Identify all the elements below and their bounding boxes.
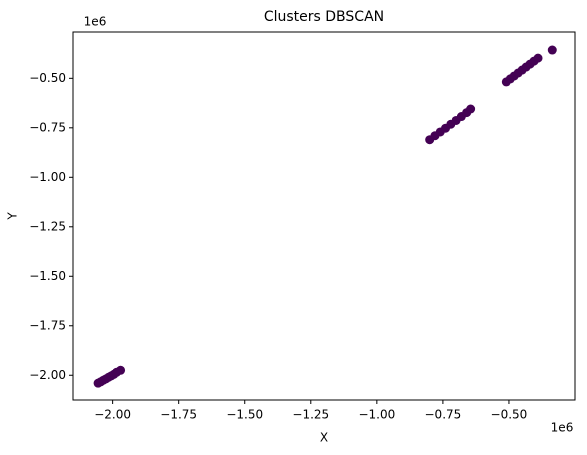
chart-title: Clusters DBSCAN xyxy=(264,9,384,25)
y-tick-label: −1.00 xyxy=(29,170,66,184)
y-tick-label: −2.00 xyxy=(29,368,66,382)
y-tick-label: −1.75 xyxy=(29,318,66,332)
point xyxy=(466,104,476,114)
point xyxy=(116,365,126,375)
point xyxy=(547,45,557,55)
x-offset-label: 1e6 xyxy=(551,421,574,435)
y-axis-label: Y xyxy=(6,212,20,221)
y-tick-label: −1.50 xyxy=(29,269,66,283)
x-tick-label: −0.75 xyxy=(425,408,462,422)
y-tick-label: −1.25 xyxy=(29,219,66,233)
x-tick-label: −1.25 xyxy=(292,408,329,422)
x-tick-label: −1.00 xyxy=(358,408,395,422)
y-tick-label: −0.50 xyxy=(29,71,66,85)
point xyxy=(533,53,543,63)
x-tick-label: −2.00 xyxy=(94,408,131,422)
x-tick-label: −1.75 xyxy=(160,408,197,422)
x-tick-label: −1.50 xyxy=(226,408,263,422)
x-axis-label: X xyxy=(320,431,328,445)
x-tick-label: −0.50 xyxy=(491,408,528,422)
axes-frame xyxy=(72,31,576,401)
y-tick-label: −0.75 xyxy=(29,120,66,134)
y-offset-label: 1e6 xyxy=(84,15,107,29)
